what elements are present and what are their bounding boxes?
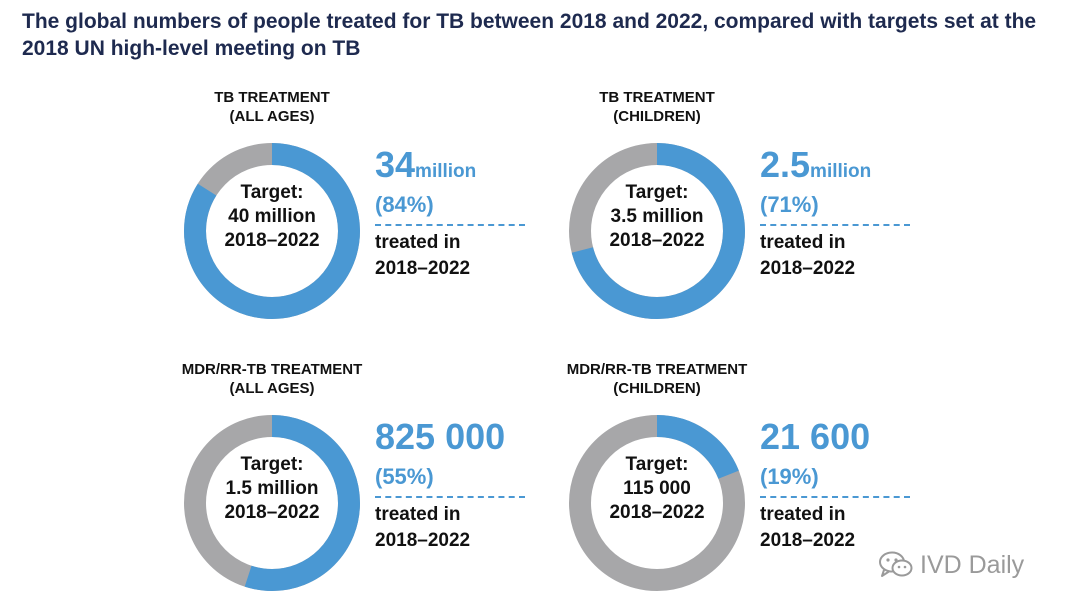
treated-line: 2018–2022 xyxy=(760,258,856,279)
donut-chart xyxy=(184,143,360,319)
treated-caption: treated in 2018–2022 xyxy=(375,502,595,554)
percent-label: (55%) xyxy=(375,464,434,489)
value-number: 2.5 xyxy=(760,144,811,185)
panel-heading: MDR/RR-TB TREATMENT (ALL AGES) xyxy=(177,360,367,398)
panel-heading: MDR/RR-TB TREATMENT (CHILDREN) xyxy=(562,360,752,398)
treated-value: 2.5million xyxy=(760,146,980,192)
treated-value: 825 000 xyxy=(375,418,595,464)
donut-achieved-segment xyxy=(569,143,745,319)
donut-center-label: Target: 115 000 2018–2022 xyxy=(582,453,732,525)
value-block: 34million (84%) treated in 2018–2022 xyxy=(375,146,595,282)
panel-heading-line: MDR/RR-TB TREATMENT xyxy=(181,361,363,378)
donut-center-label: Target: 40 million 2018–2022 xyxy=(197,181,347,253)
treated-line: treated in xyxy=(760,504,846,525)
panel-heading-line: TB TREATMENT xyxy=(599,89,715,106)
panel-heading-line: (ALL AGES) xyxy=(229,380,315,397)
target-line: 40 million xyxy=(228,206,316,227)
panel-heading-line: (CHILDREN) xyxy=(613,380,701,397)
donut-chart xyxy=(569,415,745,591)
treated-value: 34million xyxy=(375,146,595,192)
target-line: 1.5 million xyxy=(225,478,319,499)
donut-chart xyxy=(569,143,745,319)
target-line: Target: xyxy=(625,454,689,475)
panel-mdr-all-ages: MDR/RR-TB TREATMENT (ALL AGES) Target: 1… xyxy=(177,360,597,610)
value-unit: million xyxy=(810,161,872,182)
treated-caption: treated in 2018–2022 xyxy=(760,502,980,554)
target-line: 2018–2022 xyxy=(224,230,320,251)
watermark: IVD Daily xyxy=(878,548,1068,584)
value-block: 2.5million (71%) treated in 2018–2022 xyxy=(760,146,980,282)
treated-line: 2018–2022 xyxy=(375,258,471,279)
target-line: 2018–2022 xyxy=(224,502,320,523)
panel-heading: TB TREATMENT (ALL AGES) xyxy=(177,88,367,126)
donut-center-label: Target: 3.5 million 2018–2022 xyxy=(582,181,732,253)
treated-caption: treated in 2018–2022 xyxy=(760,230,980,282)
treated-line: treated in xyxy=(760,232,846,253)
treated-line: treated in xyxy=(375,504,461,525)
donut-achieved-segment xyxy=(184,143,360,319)
donut-achieved-segment xyxy=(184,415,360,591)
panel-tb-all-ages: TB TREATMENT (ALL AGES) Target: 40 milli… xyxy=(177,88,597,338)
target-line: 2018–2022 xyxy=(609,502,705,523)
target-line: Target: xyxy=(625,182,689,203)
dashed-divider xyxy=(375,496,525,498)
percent-label: (19%) xyxy=(760,464,819,489)
treated-line: 2018–2022 xyxy=(760,530,856,551)
target-line: 115 000 xyxy=(623,478,691,499)
value-block: 21 600 (19%) treated in 2018–2022 xyxy=(760,418,980,554)
panel-mdr-children: MDR/RR-TB TREATMENT (CHILDREN) Target: 1… xyxy=(562,360,982,610)
value-block: 825 000 (55%) treated in 2018–2022 xyxy=(375,418,595,554)
value-number: 21 600 xyxy=(760,416,871,457)
percent-label: (84%) xyxy=(375,192,434,217)
target-line: Target: xyxy=(240,182,304,203)
treated-value: 21 600 xyxy=(760,418,980,464)
watermark-text: IVD Daily xyxy=(920,551,1025,579)
panel-heading-line: (ALL AGES) xyxy=(229,108,315,125)
percent-label: (71%) xyxy=(760,192,819,217)
target-line: 2018–2022 xyxy=(609,230,705,251)
donut-chart xyxy=(184,415,360,591)
panel-heading-line: MDR/RR-TB TREATMENT xyxy=(566,361,748,378)
value-unit: million xyxy=(415,161,477,182)
panel-heading-line: (CHILDREN) xyxy=(613,108,701,125)
donut-achieved-segment xyxy=(569,415,745,591)
value-number: 34 xyxy=(375,144,416,185)
treated-line: treated in xyxy=(375,232,461,253)
donut-center-label: Target: 1.5 million 2018–2022 xyxy=(197,453,347,525)
dashed-divider xyxy=(375,224,525,226)
page-title: The global numbers of people treated for… xyxy=(22,10,1037,60)
panel-tb-children: TB TREATMENT (CHILDREN) Target: 3.5 mill… xyxy=(562,88,982,338)
target-line: Target: xyxy=(240,454,304,475)
wechat-icon xyxy=(879,551,913,577)
dashed-divider xyxy=(760,224,910,226)
treated-caption: treated in 2018–2022 xyxy=(375,230,595,282)
target-line: 3.5 million xyxy=(610,206,704,227)
treated-line: 2018–2022 xyxy=(375,530,471,551)
panel-heading: TB TREATMENT (CHILDREN) xyxy=(562,88,752,126)
dashed-divider xyxy=(760,496,910,498)
panel-heading-line: TB TREATMENT xyxy=(214,89,330,106)
value-number: 825 000 xyxy=(375,416,506,457)
